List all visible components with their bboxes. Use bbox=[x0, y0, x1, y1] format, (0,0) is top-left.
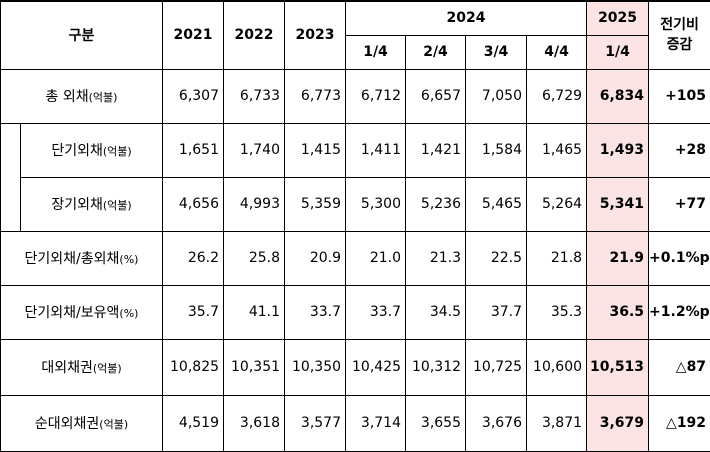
cell-change: +28 bbox=[649, 123, 710, 177]
header-2024-q4: 4/4 bbox=[527, 35, 587, 69]
cell-2024-q2: 5,236 bbox=[406, 177, 466, 231]
cell-2021: 1,651 bbox=[163, 123, 224, 177]
cell-2025-q1: 10,513 bbox=[587, 339, 649, 395]
cell-change: +0.1%p bbox=[649, 231, 710, 285]
table-row: 순대외채권(억불) 4,519 3,618 3,577 3,714 3,655 … bbox=[1, 395, 710, 451]
cell-2024-q1: 6,712 bbox=[346, 69, 406, 123]
cell-2024-q2: 10,312 bbox=[406, 339, 466, 395]
header-year-2022: 2022 bbox=[224, 1, 285, 69]
cell-change: +105 bbox=[649, 69, 710, 123]
cell-change: +1.2%p bbox=[649, 285, 710, 339]
cell-2024-q1: 21.0 bbox=[346, 231, 406, 285]
cell-2022: 6,733 bbox=[224, 69, 285, 123]
row-label: 순대외채권(억불) bbox=[1, 395, 163, 451]
header-2025-q1: 1/4 bbox=[587, 35, 649, 69]
row-label: 단기외채(억불) bbox=[21, 123, 163, 177]
cell-2024-q4: 6,729 bbox=[527, 69, 587, 123]
cell-2024-q1: 33.7 bbox=[346, 285, 406, 339]
table-row: 총 외채(억불) 6,307 6,733 6,773 6,712 6,657 7… bbox=[1, 69, 710, 123]
cell-2024-q1: 3,714 bbox=[346, 395, 406, 451]
row-label: 단기외채/총외채(%) bbox=[1, 231, 163, 285]
cell-2024-q4: 21.8 bbox=[527, 231, 587, 285]
indent-spacer bbox=[1, 123, 21, 231]
cell-2024-q3: 1,584 bbox=[466, 123, 527, 177]
cell-change: △87 bbox=[649, 339, 710, 395]
cell-2024-q4: 1,465 bbox=[527, 123, 587, 177]
cell-2025-q1: 6,834 bbox=[587, 69, 649, 123]
cell-2024-q2: 6,657 bbox=[406, 69, 466, 123]
cell-2023: 1,415 bbox=[285, 123, 346, 177]
header-year-2021: 2021 bbox=[163, 1, 224, 69]
header-2024-q2: 2/4 bbox=[406, 35, 466, 69]
cell-2022: 25.8 bbox=[224, 231, 285, 285]
cell-2021: 4,519 bbox=[163, 395, 224, 451]
cell-2023: 10,350 bbox=[285, 339, 346, 395]
cell-2022: 10,351 bbox=[224, 339, 285, 395]
cell-2022: 1,740 bbox=[224, 123, 285, 177]
cell-2024-q3: 7,050 bbox=[466, 69, 527, 123]
cell-2023: 20.9 bbox=[285, 231, 346, 285]
cell-2025-q1: 36.5 bbox=[587, 285, 649, 339]
cell-2024-q3: 10,725 bbox=[466, 339, 527, 395]
cell-2023: 6,773 bbox=[285, 69, 346, 123]
cell-2025-q1: 1,493 bbox=[587, 123, 649, 177]
cell-2022: 41.1 bbox=[224, 285, 285, 339]
header-2024-q1: 1/4 bbox=[346, 35, 406, 69]
cell-2025-q1: 5,341 bbox=[587, 177, 649, 231]
cell-2024-q3: 37.7 bbox=[466, 285, 527, 339]
cell-2021: 26.2 bbox=[163, 231, 224, 285]
header-year-2024: 2024 bbox=[346, 1, 587, 35]
cell-2024-q1: 10,425 bbox=[346, 339, 406, 395]
cell-change: +77 bbox=[649, 177, 710, 231]
cell-2021: 6,307 bbox=[163, 69, 224, 123]
table-row: 단기외채/보유액(%) 35.7 41.1 33.7 33.7 34.5 37.… bbox=[1, 285, 710, 339]
cell-2021: 10,825 bbox=[163, 339, 224, 395]
cell-2024-q1: 5,300 bbox=[346, 177, 406, 231]
cell-2024-q3: 3,676 bbox=[466, 395, 527, 451]
cell-2025-q1: 3,679 bbox=[587, 395, 649, 451]
table-row: 장기외채(억불) 4,656 4,993 5,359 5,300 5,236 5… bbox=[1, 177, 710, 231]
cell-2023: 3,577 bbox=[285, 395, 346, 451]
header-category: 구분 bbox=[1, 1, 163, 69]
row-label: 단기외채/보유액(%) bbox=[1, 285, 163, 339]
table-row: 단기외채(억불) 1,651 1,740 1,415 1,411 1,421 1… bbox=[1, 123, 710, 177]
cell-2024-q2: 3,655 bbox=[406, 395, 466, 451]
row-label: 장기외채(억불) bbox=[21, 177, 163, 231]
table-row: 대외채권(억불) 10,825 10,351 10,350 10,425 10,… bbox=[1, 339, 710, 395]
cell-2021: 35.7 bbox=[163, 285, 224, 339]
cell-change: △192 bbox=[649, 395, 710, 451]
cell-2024-q2: 21.3 bbox=[406, 231, 466, 285]
cell-2024-q3: 22.5 bbox=[466, 231, 527, 285]
cell-2023: 5,359 bbox=[285, 177, 346, 231]
cell-2024-q4: 35.3 bbox=[527, 285, 587, 339]
cell-2024-q4: 10,600 bbox=[527, 339, 587, 395]
header-year-2025: 2025 bbox=[587, 1, 649, 35]
cell-2024-q3: 5,465 bbox=[466, 177, 527, 231]
cell-2022: 3,618 bbox=[224, 395, 285, 451]
cell-2021: 4,656 bbox=[163, 177, 224, 231]
table-row: 단기외채/총외채(%) 26.2 25.8 20.9 21.0 21.3 22.… bbox=[1, 231, 710, 285]
cell-2025-q1: 21.9 bbox=[587, 231, 649, 285]
cell-2024-q4: 3,871 bbox=[527, 395, 587, 451]
cell-2024-q4: 5,264 bbox=[527, 177, 587, 231]
cell-2024-q2: 1,421 bbox=[406, 123, 466, 177]
row-label: 대외채권(억불) bbox=[1, 339, 163, 395]
cell-2022: 4,993 bbox=[224, 177, 285, 231]
header-year-2023: 2023 bbox=[285, 1, 346, 69]
row-label: 총 외채(억불) bbox=[1, 69, 163, 123]
header-change: 전기비 증감 bbox=[649, 1, 710, 69]
cell-2023: 33.7 bbox=[285, 285, 346, 339]
cell-2024-q2: 34.5 bbox=[406, 285, 466, 339]
header-2024-q3: 3/4 bbox=[466, 35, 527, 69]
cell-2024-q1: 1,411 bbox=[346, 123, 406, 177]
